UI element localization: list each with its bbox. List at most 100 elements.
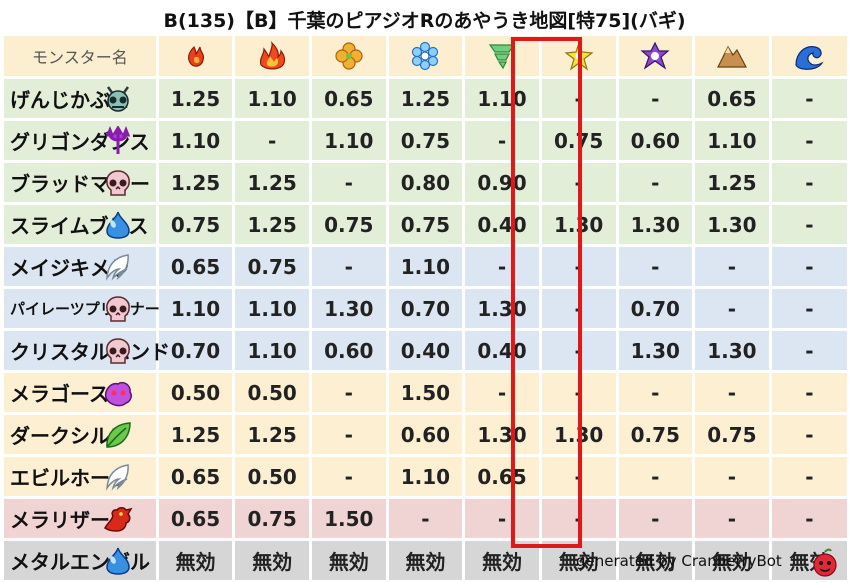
resistance-value: -	[462, 245, 541, 289]
resistance-value: 1.10	[155, 287, 234, 331]
resistance-value: -	[768, 161, 847, 205]
monster-name: ブラッドマミー	[4, 161, 150, 205]
table-row: グリゴンダンス 1.10-1.10 0.75-0.75 0.60 1.10-	[4, 119, 847, 163]
resistance-value: 1.25	[155, 161, 234, 205]
element-header-water	[768, 36, 847, 79]
element-header-fire	[232, 36, 311, 79]
monster-name: メイジキメラ	[4, 245, 130, 289]
table-row: クリスタルハンド 0.70 1.10 0.60 0.40 0.40-1.30 1.30-	[4, 329, 847, 373]
resistance-value: -	[309, 161, 388, 205]
resistance-value: 0.70	[385, 287, 464, 331]
header-row: モンスター名	[4, 36, 847, 79]
monster-name: メタルエンゼル	[4, 539, 150, 583]
resistance-value: 1.25	[232, 161, 311, 205]
resistance-value: -	[692, 497, 771, 541]
footer-text: generated by CranberryBot	[576, 552, 782, 570]
resistance-value: 0.65	[155, 245, 234, 289]
monster-name: ダークシルフ	[4, 413, 130, 457]
resistance-value: 1.10	[462, 77, 541, 121]
resistance-value: -	[768, 287, 847, 331]
resistance-table: モンスター名	[4, 36, 847, 583]
resistance-value: 0.70	[155, 329, 234, 373]
insect-icon	[80, 77, 158, 121]
resistance-value: -	[692, 455, 771, 499]
skull-icon	[80, 161, 158, 205]
resistance-value: 無効	[385, 539, 464, 583]
resistance-value: -	[615, 455, 694, 499]
resistance-value: 0.65	[692, 77, 771, 121]
monster-name: メラリザード	[4, 497, 130, 541]
resistance-value: -	[768, 371, 847, 415]
monster-name: エビルホーク	[4, 455, 130, 499]
resistance-value: 0.50	[155, 371, 234, 415]
skull-icon	[80, 287, 158, 331]
resistance-value: 0.75	[309, 203, 388, 247]
element-header-clover	[309, 36, 388, 79]
resistance-value: 無効	[692, 539, 771, 583]
resistance-value: 0.65	[462, 455, 541, 499]
resistance-value: -	[462, 371, 541, 415]
resistance-value: 無効	[155, 539, 234, 583]
highlighted-column-wind	[511, 37, 582, 548]
page-title: B(135)【B】千葉のピアジオRのあやうき地図[特75](バギ)	[163, 10, 686, 32]
resistance-value: 0.60	[385, 413, 464, 457]
resistance-value: 0.40	[462, 329, 541, 373]
resistance-value: 無効	[615, 539, 694, 583]
resistance-value: 0.40	[462, 203, 541, 247]
resistance-value: 1.25	[155, 413, 234, 457]
ice-crystal-icon	[412, 41, 439, 71]
resistance-value: 0.40	[385, 329, 464, 373]
resistance-value: -	[462, 497, 541, 541]
resistance-value: 1.25	[232, 203, 311, 247]
ghost-icon	[80, 371, 158, 415]
resistance-value: -	[309, 371, 388, 415]
resistance-value: -	[768, 455, 847, 499]
fire-small-icon	[187, 45, 204, 67]
resistance-value: -	[615, 161, 694, 205]
resistance-value: 0.65	[155, 497, 234, 541]
resistance-value: -	[309, 245, 388, 289]
element-header-earth	[692, 36, 771, 79]
resistance-value: -	[615, 245, 694, 289]
table-row: メイジキメラ 0.65 0.75-1.10- - - - -	[4, 245, 847, 289]
clover-icon	[335, 42, 363, 70]
resistance-value: -	[615, 497, 694, 541]
slime-icon	[80, 203, 158, 247]
element-header-fire-small	[155, 36, 234, 79]
tornado-icon	[488, 44, 516, 70]
resistance-value: -	[768, 119, 847, 163]
table-row: エビルホーク 0.65 0.50-1.10 0.65- - - -	[4, 455, 847, 499]
table-row: パイレーツプリズナー 1.10 1.10 1.30 0.70 1.30-0.70- -	[4, 287, 847, 331]
trident-icon	[80, 119, 158, 163]
resistance-value: 1.10	[232, 77, 311, 121]
resistance-value: 0.75	[385, 203, 464, 247]
monster-name: メラゴースト	[4, 371, 129, 415]
resistance-value: -	[768, 413, 847, 457]
resistance-value: 1.30	[462, 413, 541, 457]
monster-name-header: モンスター名	[4, 36, 158, 79]
resistance-value: 0.75	[232, 245, 311, 289]
resistance-value: 0.65	[309, 77, 388, 121]
monster-name: げんじかぶと	[4, 77, 130, 121]
resistance-value: -	[385, 497, 464, 541]
wing-icon	[80, 245, 158, 289]
monster-name: クリスタルハンド	[4, 329, 170, 373]
resistance-value: 0.75	[692, 413, 771, 457]
resistance-value: 0.75	[385, 119, 464, 163]
resistance-value: 1.30	[615, 203, 694, 247]
table-row: スライムブレス 0.75 1.25 0.75 0.75 0.40 1.30 1.30 1.30-	[4, 203, 847, 247]
resistance-value: -	[692, 245, 771, 289]
resistance-value: 0.60	[615, 119, 694, 163]
resistance-value: 無効	[309, 539, 388, 583]
slime-icon	[80, 539, 158, 583]
element-header-lightning	[538, 36, 617, 79]
dragon-icon	[80, 497, 158, 541]
resistance-value: 1.10	[232, 329, 311, 373]
resistance-value: 0.50	[232, 455, 311, 499]
element-header-wind	[462, 36, 541, 79]
wing-icon	[80, 455, 158, 499]
resistance-value: -	[768, 203, 847, 247]
resistance-value: 1.30	[692, 329, 771, 373]
resistance-value: 1.30	[692, 203, 771, 247]
resistance-value: -	[615, 371, 694, 415]
